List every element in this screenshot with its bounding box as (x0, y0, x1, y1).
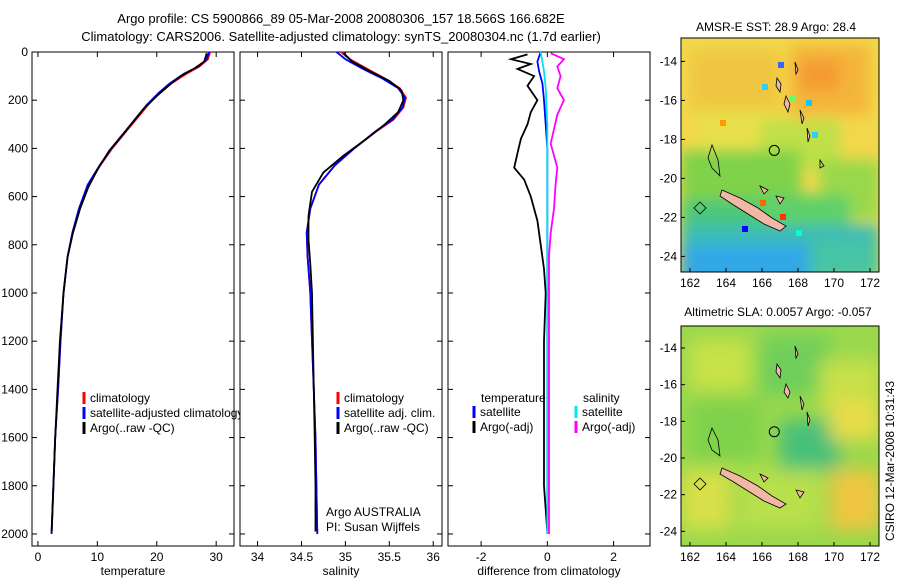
y-tick-label: -20 (660, 451, 678, 465)
figure-title-line2: Climatology: CARS2006. Satellite-adjuste… (81, 29, 601, 44)
y-tick-label: -16 (660, 93, 678, 107)
y-tick-label: 1400 (1, 382, 28, 396)
x-tick-label: 30 (209, 550, 223, 564)
y-tick-label: -22 (660, 210, 678, 224)
salinity-xlabel: salinity (323, 564, 360, 578)
y-tick-label: -18 (660, 132, 678, 146)
legend-entry: satellite (582, 405, 623, 419)
y-tick-label: 400 (8, 141, 28, 155)
sst-map-pixels (720, 62, 818, 236)
series-salinity-argo-adj- (548, 52, 566, 534)
x-tick-label: 162 (680, 276, 700, 290)
x-tick-label: 35.5 (378, 550, 402, 564)
legend-entry: Argo(..raw -QC) (90, 421, 175, 435)
x-tick-label: 170 (824, 550, 844, 564)
y-tick-label: -20 (660, 171, 678, 185)
y-tick-label: -14 (660, 54, 678, 68)
sst-map-title: AMSR-E SST: 28.9 Argo: 28.4 (696, 20, 856, 34)
x-tick-label: 10 (91, 550, 105, 564)
legend-salinity-title: salinity (583, 391, 620, 405)
temperature-xlabel: temperature (101, 564, 166, 578)
y-tick-label: 600 (8, 190, 28, 204)
legend-entry: Argo(-adj) (582, 420, 635, 434)
x-tick-label: 170 (824, 276, 844, 290)
sla-argo-float-marker (768, 426, 780, 438)
y-tick-label: -22 (660, 488, 678, 502)
sla-map-title: Altimetric SLA: 0.0057 Argo: -0.057 (684, 305, 872, 319)
x-tick-label: 164 (716, 550, 736, 564)
y-tick-label: 1000 (1, 286, 28, 300)
legend-entry: climatology (90, 391, 150, 405)
difference-xlabel: difference from climatology (477, 564, 620, 578)
legend-entry: climatology (344, 391, 404, 405)
series-argo-raw-qc- (307, 52, 405, 532)
series-salinity-satellite (539, 51, 549, 534)
sst-map-coastlines (693, 61, 825, 232)
x-tick-label: 2 (610, 550, 617, 564)
argo-pi-annotation: PI: Susan Wijffels (326, 520, 420, 534)
csiro-timestamp-label: CSIRO 12-Mar-2008 10:31:43 (883, 381, 897, 541)
y-tick-label: 800 (8, 238, 28, 252)
y-tick-label: 1200 (1, 334, 28, 348)
x-tick-label: 35 (339, 550, 353, 564)
x-tick-label: 34 (251, 550, 265, 564)
y-tick-label: -24 (660, 524, 678, 538)
sla-map-axes: 162 164 166 168 170 172 -14 -16 -18 -20 -22 -24 (660, 341, 881, 564)
legend-entry: Argo(-adj) (480, 420, 533, 434)
y-tick-label: 2000 (1, 527, 28, 541)
salinity-profile-panel: 34 34.5 35 35.5 36 salinity climatologysatelli… (239, 51, 443, 578)
legend-entry: satellite (480, 405, 521, 419)
x-tick-label: 172 (860, 276, 880, 290)
x-tick-label: 20 (150, 550, 164, 564)
legend-temperature-title: temperature (481, 391, 546, 405)
x-tick-label: 162 (680, 550, 700, 564)
y-tick-label: -14 (660, 341, 678, 355)
sla-map-coastlines (693, 345, 811, 509)
y-tick-label: 1600 (1, 431, 28, 445)
legend-entry: Argo(..raw -QC) (344, 421, 429, 435)
y-tick-label: 0 (21, 45, 28, 59)
y-tick-label: -16 (660, 378, 678, 392)
x-tick-label: 168 (788, 276, 808, 290)
sst-argo-float-marker (768, 144, 780, 156)
salinity-axes-frame (239, 51, 443, 547)
sst-map-field (681, 38, 879, 272)
x-tick-label: 34.5 (290, 550, 314, 564)
series-temperature-argo-adj- (507, 53, 549, 532)
x-tick-label: 164 (716, 276, 736, 290)
x-tick-label: 166 (752, 550, 772, 564)
argo-program-annotation: Argo AUSTRALIA (326, 505, 421, 519)
series-argo-raw-qc- (50, 52, 208, 532)
x-tick-label: 168 (788, 550, 808, 564)
x-tick-label: 0 (35, 550, 42, 564)
sla-map-field (681, 326, 879, 546)
sst-map-panel: AMSR-E SST: 28.9 Argo: 28.4 (660, 20, 881, 290)
legend-entry: satellite-adjusted climatology (90, 406, 243, 420)
x-tick-label: -2 (476, 550, 487, 564)
figure-title-line1: Argo profile: CS 5900866_89 05-Mar-2008 … (117, 11, 565, 26)
sst-map-frame (680, 37, 880, 273)
x-tick-label: 172 (860, 550, 880, 564)
sst-map-axes: 162 164 166 168 170 172 -14 -16 -18 -20 -22 -24 (660, 54, 881, 290)
x-tick-label: 166 (752, 276, 772, 290)
sla-map-frame (680, 325, 880, 547)
sla-map-panel: Altimetric SLA: 0.0057 Argo: -0.057 (660, 305, 881, 564)
temperature-axes-frame (31, 51, 235, 547)
y-tick-label: -24 (660, 249, 678, 263)
y-tick-label: -18 (660, 414, 678, 428)
temperature-profile-panel: 0 10 20 30 0 200 400 600 800 1000 1200 1400 1600 1800… (1, 45, 243, 578)
x-tick-label: 0 (544, 550, 551, 564)
x-tick-label: 36 (427, 550, 441, 564)
y-tick-label: 1800 (1, 479, 28, 493)
legend-entry: satellite adj. clim. (344, 406, 435, 420)
y-tick-label: 200 (8, 93, 28, 107)
